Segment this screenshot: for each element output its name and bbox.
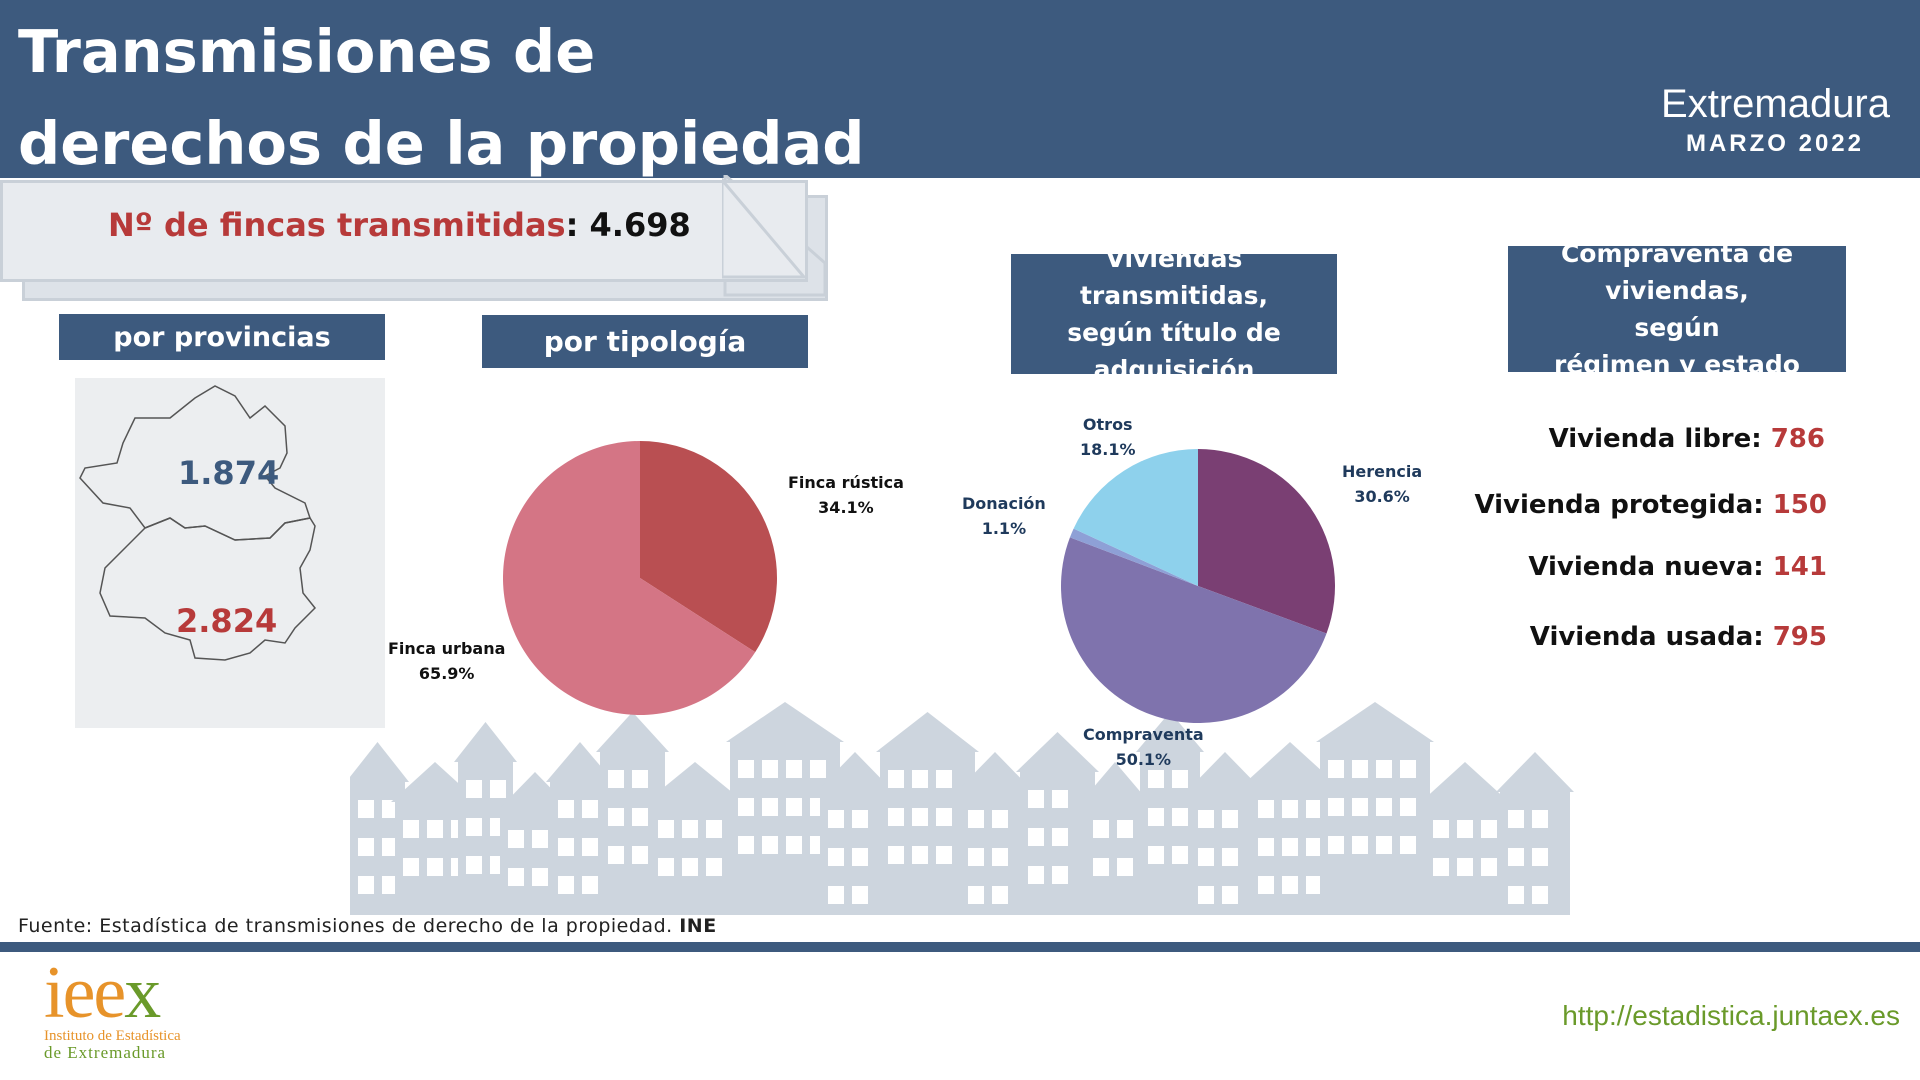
house-12 — [1081, 762, 1149, 915]
label-compraventa: Compraventa 50.1% — [1083, 725, 1204, 769]
title-line-2: derechos de la propiedad — [18, 109, 865, 178]
stat-vivienda-usada: Vivienda usada: 795 — [1529, 622, 1827, 652]
adquisicion-slice-herencia — [1198, 449, 1335, 634]
house-17 — [1421, 762, 1509, 915]
source-note: Fuente: Estadística de transmisiones de … — [18, 915, 717, 937]
adquisicion-slice-compraventa — [1060, 537, 1327, 724]
total-fincas-label: Nº de fincas transmitidas — [108, 206, 566, 244]
label-finca-urbana: Finca urbana 65.9% — [388, 639, 506, 683]
house-14 — [1186, 752, 1264, 915]
tag-compraventa-regimen: Compraventa de viviendas, según régimen … — [1508, 239, 1846, 379]
stat-vivienda-nueva: Vivienda nueva: 141 — [1528, 552, 1827, 582]
footer-divider — [0, 942, 1920, 952]
source-org: INE — [679, 915, 717, 937]
logo-wordmark: ieex — [44, 952, 161, 1034]
house-6 — [646, 762, 744, 915]
logo-line-1: Instituto de Estadística — [44, 1028, 181, 1044]
label-herencia: Herencia 30.6% — [1342, 462, 1423, 506]
badajoz-province — [99, 517, 317, 661]
tag-por-tipologia: por tipología — [482, 315, 808, 368]
total-fincas-value: 4.698 — [589, 206, 691, 244]
label-otros: Otros 18.1% — [1080, 415, 1136, 459]
caceres-value: 1.874 — [178, 454, 280, 492]
label-finca-rustica: Finca rústica 34.1% — [788, 473, 904, 517]
extremadura-map — [79, 385, 317, 661]
house-16 — [1316, 702, 1434, 915]
logo-line-2: de Extremadura — [44, 1043, 167, 1062]
tipologia-slice-finca-urbana — [503, 441, 756, 715]
tag-viviendas-titulo: Viviendas transmitidas, según título de … — [1011, 244, 1337, 384]
summary-card-corner — [722, 177, 808, 279]
header-banner — [0, 0, 1920, 178]
ieex-logo[interactable]: ieex Instituto de Estadística de Extrema… — [44, 952, 244, 1070]
page-title: Transmisiones de derechos de la propieda… — [18, 6, 918, 190]
house-18 — [1496, 752, 1574, 915]
title-line-1: Transmisiones de — [18, 17, 596, 86]
house-11 — [1016, 732, 1099, 915]
house-9 — [876, 712, 979, 915]
house-15 — [1246, 742, 1334, 915]
pie-chart-adquisicion — [1060, 449, 1335, 724]
adquisicion-slice-donaci-n — [1069, 528, 1198, 586]
stat-vivienda-libre: Vivienda libre: 786 — [1548, 424, 1825, 454]
total-fincas: Nº de fincas transmitidas: 4.698 — [108, 206, 691, 244]
date-label: MARZO 2022 — [1685, 130, 1864, 157]
house-10 — [956, 752, 1034, 915]
tipologia-slice-finca-r-stica — [640, 441, 777, 653]
pie-chart-tipologia — [503, 441, 777, 715]
website-link[interactable]: http://estadistica.juntaex.es — [1562, 1000, 1900, 1031]
adquisicion-slice-otros — [1073, 449, 1198, 586]
houses-silhouette — [350, 702, 1574, 915]
house-8 — [816, 752, 894, 915]
stat-vivienda-protegida: Vivienda protegida: 150 — [1474, 490, 1827, 520]
region-label: Extremadura — [1661, 82, 1890, 126]
tag-por-provincias: por provincias — [59, 314, 385, 360]
badajoz-value: 2.824 — [176, 602, 278, 640]
summary-card — [0, 180, 808, 282]
label-donacion: Donación 1.1% — [962, 494, 1046, 538]
